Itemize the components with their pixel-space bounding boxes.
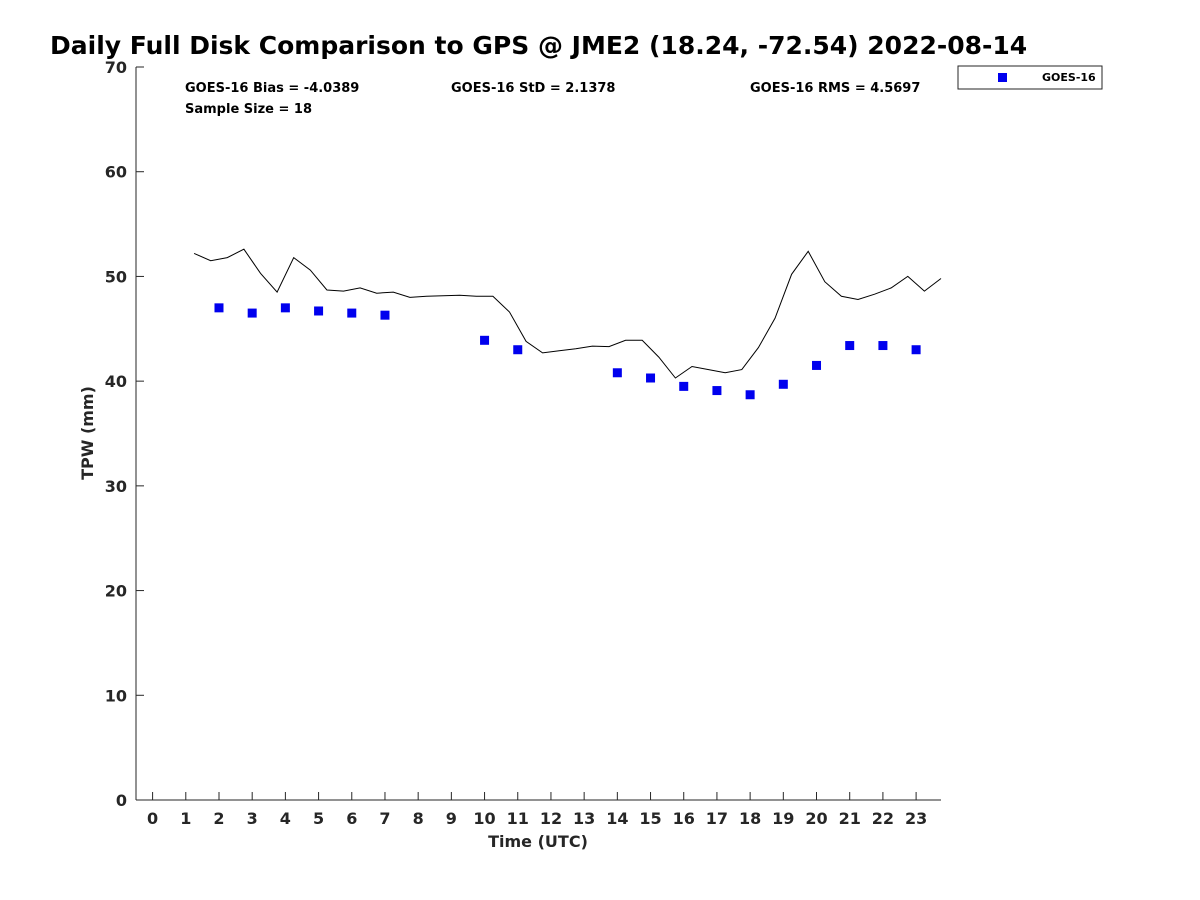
y-tick-label: 0 xyxy=(116,791,127,810)
series-layer xyxy=(193,248,942,400)
x-tick-label: 16 xyxy=(673,809,695,828)
legend-box xyxy=(957,65,1103,90)
x-tick-label: 6 xyxy=(346,809,357,828)
y-axis-ticks: 0 10 20 30 40 50 60 70 xyxy=(105,58,144,810)
y-tick-label: 50 xyxy=(105,267,127,286)
y-tick-label: 30 xyxy=(105,477,127,496)
x-tick-label: 9 xyxy=(446,809,457,828)
x-tick-label: 20 xyxy=(805,809,827,828)
x-tick-label: 13 xyxy=(573,809,595,828)
y-axis-label: TPW (mm) xyxy=(78,386,97,480)
x-tick-label: 15 xyxy=(639,809,661,828)
goes16-point xyxy=(646,373,656,383)
y-tick-label: 70 xyxy=(105,58,127,77)
x-tick-label: 5 xyxy=(313,809,324,828)
std-stat: GOES-16 StD = 2.1378 xyxy=(451,81,615,96)
x-tick-label: 17 xyxy=(706,809,728,828)
y-tick-label: 20 xyxy=(105,582,127,601)
rms-stat: GOES-16 RMS = 4.5697 xyxy=(750,81,920,96)
goes16-point xyxy=(745,390,755,400)
x-tick-label: 14 xyxy=(606,809,628,828)
goes16-point xyxy=(878,341,888,351)
goes16-point xyxy=(778,379,788,389)
legend: GOES-16 xyxy=(957,65,1103,90)
goes16-point xyxy=(612,368,622,378)
y-tick-label: 60 xyxy=(105,163,127,182)
goes16-point xyxy=(845,341,855,351)
x-tick-label: 21 xyxy=(839,809,861,828)
goes16-point xyxy=(380,310,390,320)
x-tick-label: 4 xyxy=(280,809,291,828)
goes16-point xyxy=(280,303,290,313)
x-tick-label: 3 xyxy=(247,809,258,828)
x-tick-label: 18 xyxy=(739,809,761,828)
plot-area xyxy=(136,67,941,800)
goes16-point xyxy=(679,381,689,391)
legend-label-goes16: GOES-16 xyxy=(1042,71,1096,84)
goes16-point xyxy=(712,386,722,396)
goes16-point xyxy=(911,345,921,355)
y-tick-label: 40 xyxy=(105,372,127,391)
goes16-point xyxy=(314,306,324,316)
chart-title: Daily Full Disk Comparison to GPS @ JME2… xyxy=(50,31,1027,60)
sample-size-stat: Sample Size = 18 xyxy=(185,102,312,117)
x-tick-label: 23 xyxy=(905,809,927,828)
x-tick-label: 12 xyxy=(540,809,562,828)
x-tick-label: 10 xyxy=(473,809,495,828)
legend-marker-square xyxy=(998,73,1007,82)
goes16-point xyxy=(214,303,224,313)
goes16-point xyxy=(347,308,357,318)
x-tick-label: 2 xyxy=(213,809,224,828)
x-tick-label: 1 xyxy=(180,809,191,828)
x-tick-label: 8 xyxy=(413,809,424,828)
x-tick-label: 7 xyxy=(379,809,390,828)
goes16-point xyxy=(513,345,523,355)
x-axis-ticks: 0 1 2 3 4 5 6 7 8 9 10 11 12 13 14 15 16 17 18 19 20 21 22 23 xyxy=(147,792,927,828)
x-tick-label: 11 xyxy=(507,809,529,828)
goes16-point xyxy=(812,360,822,370)
x-tick-label: 19 xyxy=(772,809,794,828)
y-tick-label: 10 xyxy=(105,686,127,705)
goes16-point xyxy=(247,308,257,318)
gps-tpw-line xyxy=(193,248,942,379)
x-tick-label: 22 xyxy=(872,809,894,828)
bias-stat: GOES-16 Bias = -4.0389 xyxy=(185,81,359,96)
x-axis-label: Time (UTC) xyxy=(488,832,588,851)
x-tick-label: 0 xyxy=(147,809,158,828)
goes16-point xyxy=(480,335,490,345)
